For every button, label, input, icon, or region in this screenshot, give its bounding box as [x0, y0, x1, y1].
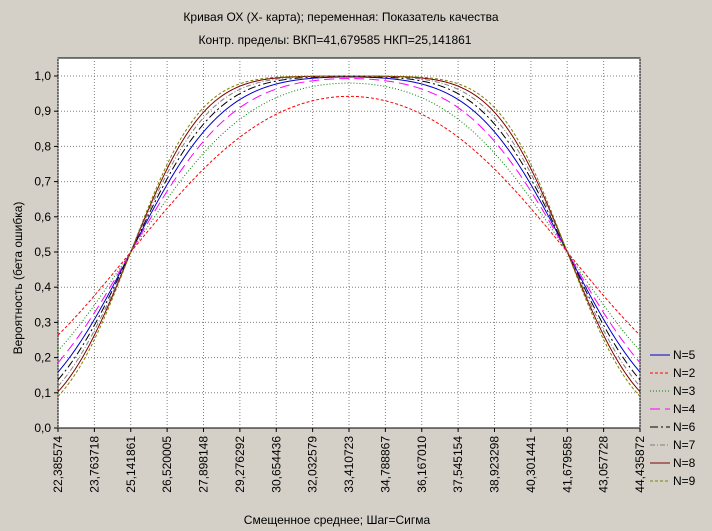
y-tick-label: 0,1: [34, 386, 51, 400]
x-tick-label: 43,057728: [597, 436, 611, 493]
legend-label: N=9: [673, 474, 696, 488]
x-tick-label: 29,276292: [233, 436, 247, 493]
x-tick-label: 23,763718: [87, 436, 101, 493]
y-tick-label: 0,6: [34, 210, 51, 224]
x-tick-label: 32,032579: [306, 436, 320, 493]
x-tick-label: 34,788867: [378, 436, 392, 493]
x-axis: 22,385574 23,763718 25,141861 26,520005 27,8…: [51, 428, 647, 493]
y-axis: 0,0 0,1 0,2 0,3 0,4 0,5 0,6 0,7 0,8 0,9 1,0: [34, 69, 58, 435]
series-line-n8: [57, 75, 641, 393]
x-axis-label: Смещенное среднее; Шаг=Сигма: [244, 513, 431, 527]
y-tick-label: 0,9: [34, 104, 51, 118]
legend: N=5 N=2 N=3 N=4 N=6 N=7 N=8 N=9: [650, 348, 696, 488]
legend-label: N=8: [673, 456, 696, 470]
chart-title: Кривая ОХ (Х- карта); переменная: Показа…: [183, 10, 498, 24]
x-tick-label: 40,301441: [524, 436, 538, 493]
legend-label: N=2: [673, 366, 696, 380]
series-lines: [57, 75, 641, 397]
y-axis-label: Вероятность (бета ошибка): [11, 202, 25, 355]
y-tick-label: 0,2: [34, 351, 51, 365]
legend-label: N=6: [673, 420, 696, 434]
y-tick-label: 0,5: [34, 245, 51, 259]
chart-subtitle: Контр. пределы: ВКП=41,679585 НКП=25,141…: [199, 33, 472, 47]
x-tick-label: 38,923298: [488, 436, 502, 493]
legend-label: N=7: [673, 438, 696, 452]
x-tick-label: 25,141861: [124, 436, 138, 493]
y-tick-label: 0,3: [34, 315, 51, 329]
x-tick-label: 41,679585: [560, 436, 574, 493]
x-tick-label: 33,410723: [342, 436, 356, 493]
x-tick-label: 30,654436: [269, 436, 283, 493]
legend-label: N=3: [673, 384, 696, 398]
y-tick-label: 1,0: [34, 69, 51, 83]
x-tick-label: 26,520005: [160, 436, 174, 493]
x-tick-label: 44,435872: [633, 436, 647, 493]
legend-label: N=5: [673, 348, 696, 362]
x-tick-label: 37,545154: [451, 436, 465, 493]
grid-lines: [57, 58, 641, 428]
x-tick-label: 22,385574: [51, 436, 65, 493]
series-line-n5: [57, 76, 641, 373]
series-line-n4: [57, 78, 641, 364]
plot-area: [57, 57, 641, 429]
y-tick-label: 0,7: [34, 175, 51, 189]
x-tick-label: 36,167010: [415, 436, 429, 493]
y-tick-label: 0,0: [34, 421, 51, 435]
series-line-n2: [57, 95, 641, 336]
legend-label: N=4: [673, 402, 696, 416]
x-tick-label: 27,898148: [197, 436, 211, 493]
y-tick-label: 0,4: [34, 280, 51, 294]
series-line-n9: [57, 75, 641, 397]
y-tick-label: 0,8: [34, 139, 51, 153]
